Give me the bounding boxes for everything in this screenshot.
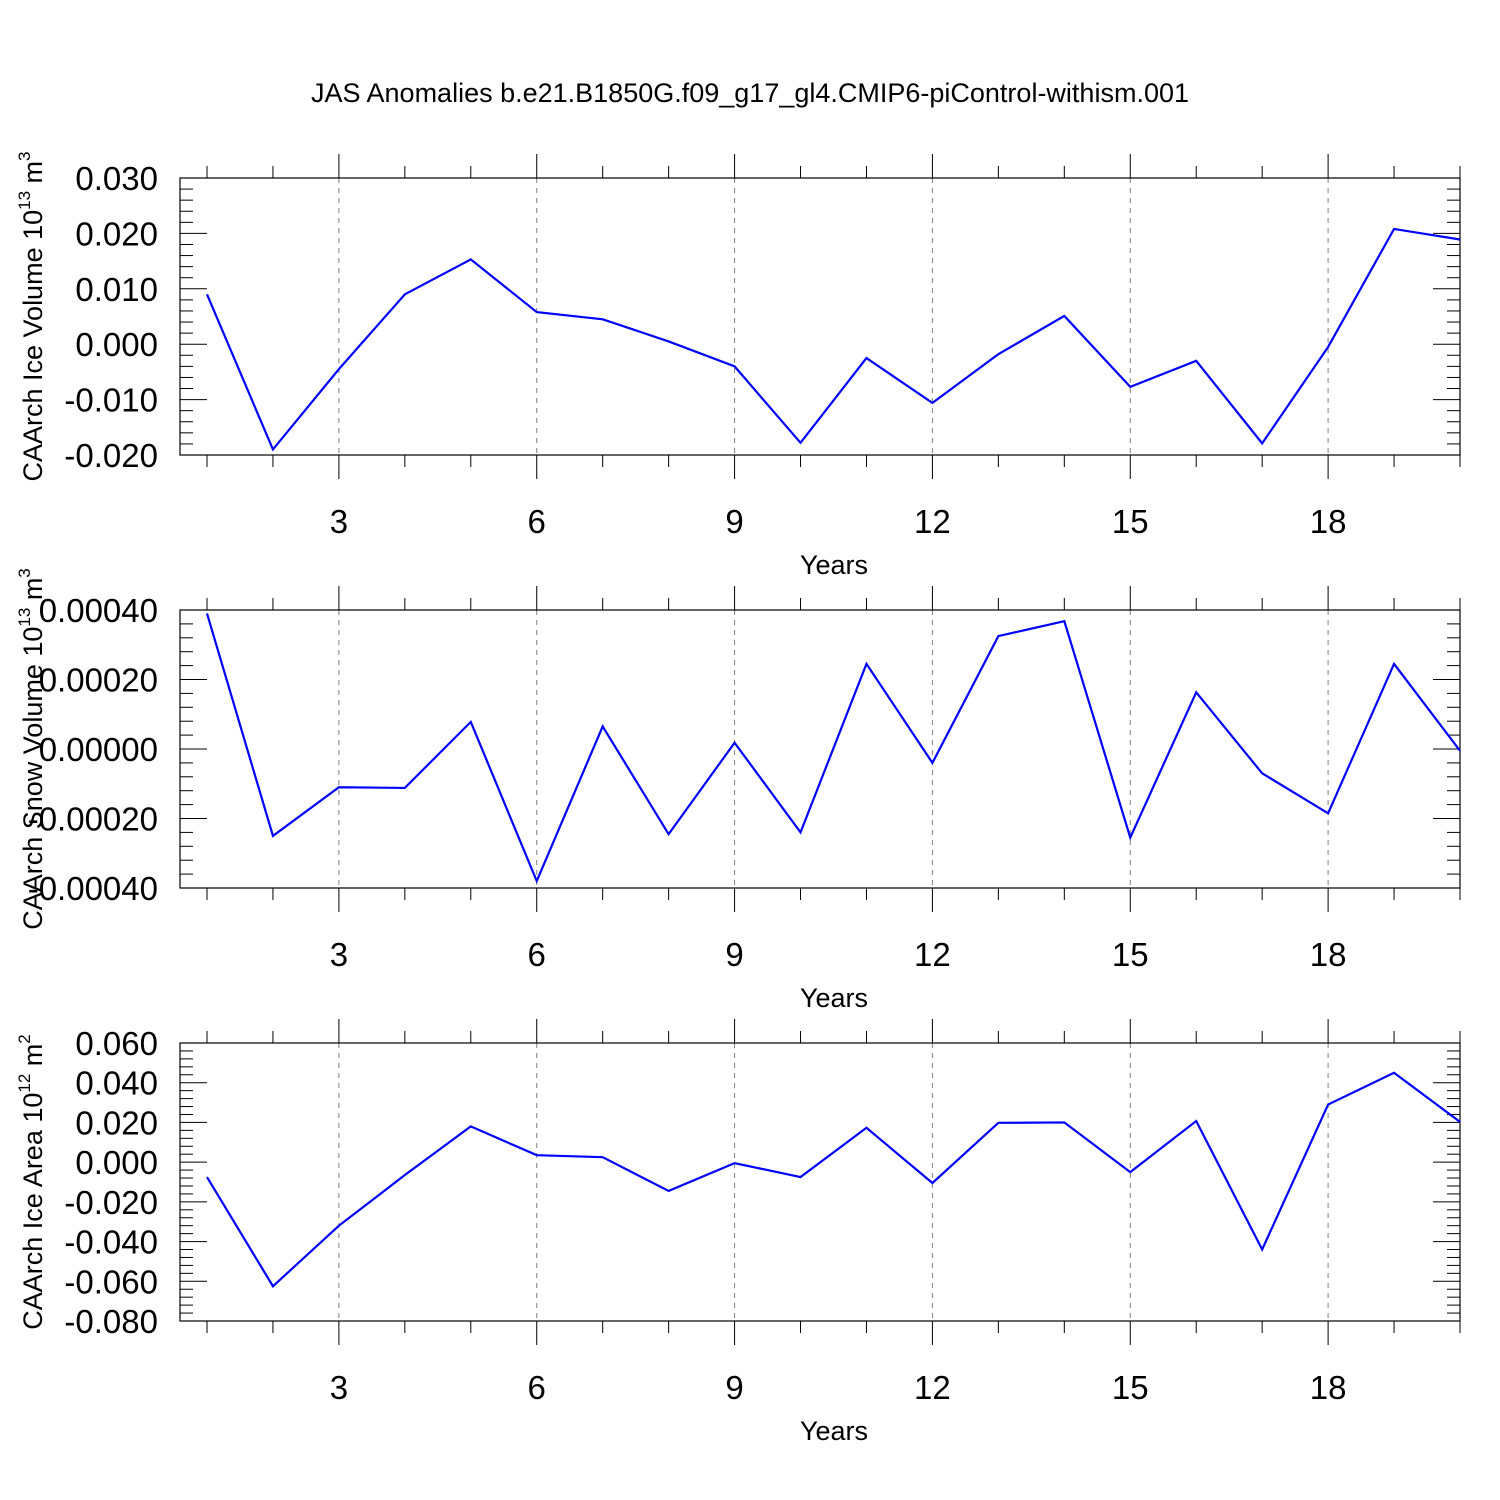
y-tick-label: 0.00000 [39,731,158,768]
y-tick-label: -0.010 [64,382,158,419]
plot-frame [179,609,1461,889]
y-axis-title-exponent: 13 [15,608,34,627]
y-axis-title-unit: m [18,578,48,608]
x-tick-label: 6 [528,1369,546,1406]
x-tick-label: 18 [1310,1369,1347,1406]
y-tick-label: 0.000 [75,1144,158,1181]
y-tick-label: 0.030 [75,160,158,197]
x-tick-label: 15 [1112,936,1149,973]
y-tick-label: 0.010 [75,271,158,308]
y-axis-title-exponent: 13 [15,191,34,210]
y-axis-title: CAArch Ice Volume 1013 m3 [15,151,48,481]
y-axis-title-text: CAArch Snow Volume 10 [18,627,48,930]
x-tick-label: 6 [528,936,546,973]
x-tick-label: 15 [1112,503,1149,540]
y-tick-label: -0.00040 [28,870,158,907]
y-tick-label: -0.00020 [28,801,158,838]
chart-panel-2: 3 6 9 12 15 18 -0.00040 -0.00020 0.00000 0.00020 0… [15,568,1461,1013]
x-tick-label: 18 [1310,936,1347,973]
y-tick-label: -0.060 [64,1263,158,1300]
y-tick-label: 0.060 [75,1025,158,1062]
y-axis-title-exponent: 12 [15,1074,34,1093]
y-axis-title-unit: m [18,161,48,191]
y-axis-title-text: CAArch Ice Volume 10 [18,210,48,482]
x-tick-label: 15 [1112,1369,1149,1406]
x-axis-title: Years [800,983,868,1013]
plot-frame [179,177,1461,456]
y-axis-title: CAArch Ice Area 1012 m2 [15,1034,48,1330]
x-axis-title: Years [800,1416,868,1446]
series-line-2 [205,613,1461,884]
x-tick-label: 6 [528,503,546,540]
y-axis-title: CAArch Snow Volume 1013 m3 [15,568,48,930]
x-tick-label: 9 [725,503,743,540]
y-tick-label: 0.020 [75,215,158,252]
y-tick-label: 0.020 [75,1104,158,1141]
y-axis-title-unit-exponent: 3 [15,568,34,577]
chart-panel-3: 3 6 9 12 15 18-0.080-0.060-0.040-0.0200.0000.… [15,1019,1461,1446]
y-tick-label: -0.040 [64,1224,158,1261]
y-tick-label: 0.000 [75,326,158,363]
y-tick-label: 0.00020 [39,662,158,699]
y-axis-title-unit: m [18,1044,48,1074]
chart-panel-1: 3 6 9 12 15 18 -0.020 -0.010 0.000 0.010 0.020 0.03… [15,151,1461,580]
x-tick-label: 18 [1310,503,1347,540]
x-tick-label: 9 [725,936,743,973]
series-line-3 [206,1071,1461,1288]
y-tick-label: -0.020 [64,437,158,474]
y-tick-label: 0.00040 [39,592,158,629]
x-tick-label: 12 [914,1369,951,1406]
x-tick-label: 3 [330,1369,348,1406]
page-title: JAS Anomalies b.e21.B1850G.f09_g17_gl4.C… [311,78,1189,108]
x-axis-title: Years [800,550,868,580]
x-tick-label: 3 [330,936,348,973]
series-line-1 [205,227,1461,452]
x-tick-label: 3 [330,503,348,540]
y-axis-title-text: CAArch Ice Area 10 [18,1093,48,1330]
y-axis-title-unit-exponent: 2 [15,1034,34,1043]
y-tick-label: -0.080 [64,1303,158,1340]
y-tick-label: 0.040 [75,1065,158,1102]
x-tick-label: 9 [725,1369,743,1406]
y-axis-title-unit-exponent: 3 [15,151,34,160]
plot-frame [179,1042,1461,1322]
x-tick-label: 12 [914,936,951,973]
x-tick-label: 12 [914,503,951,540]
y-tick-label: -0.020 [64,1184,158,1221]
